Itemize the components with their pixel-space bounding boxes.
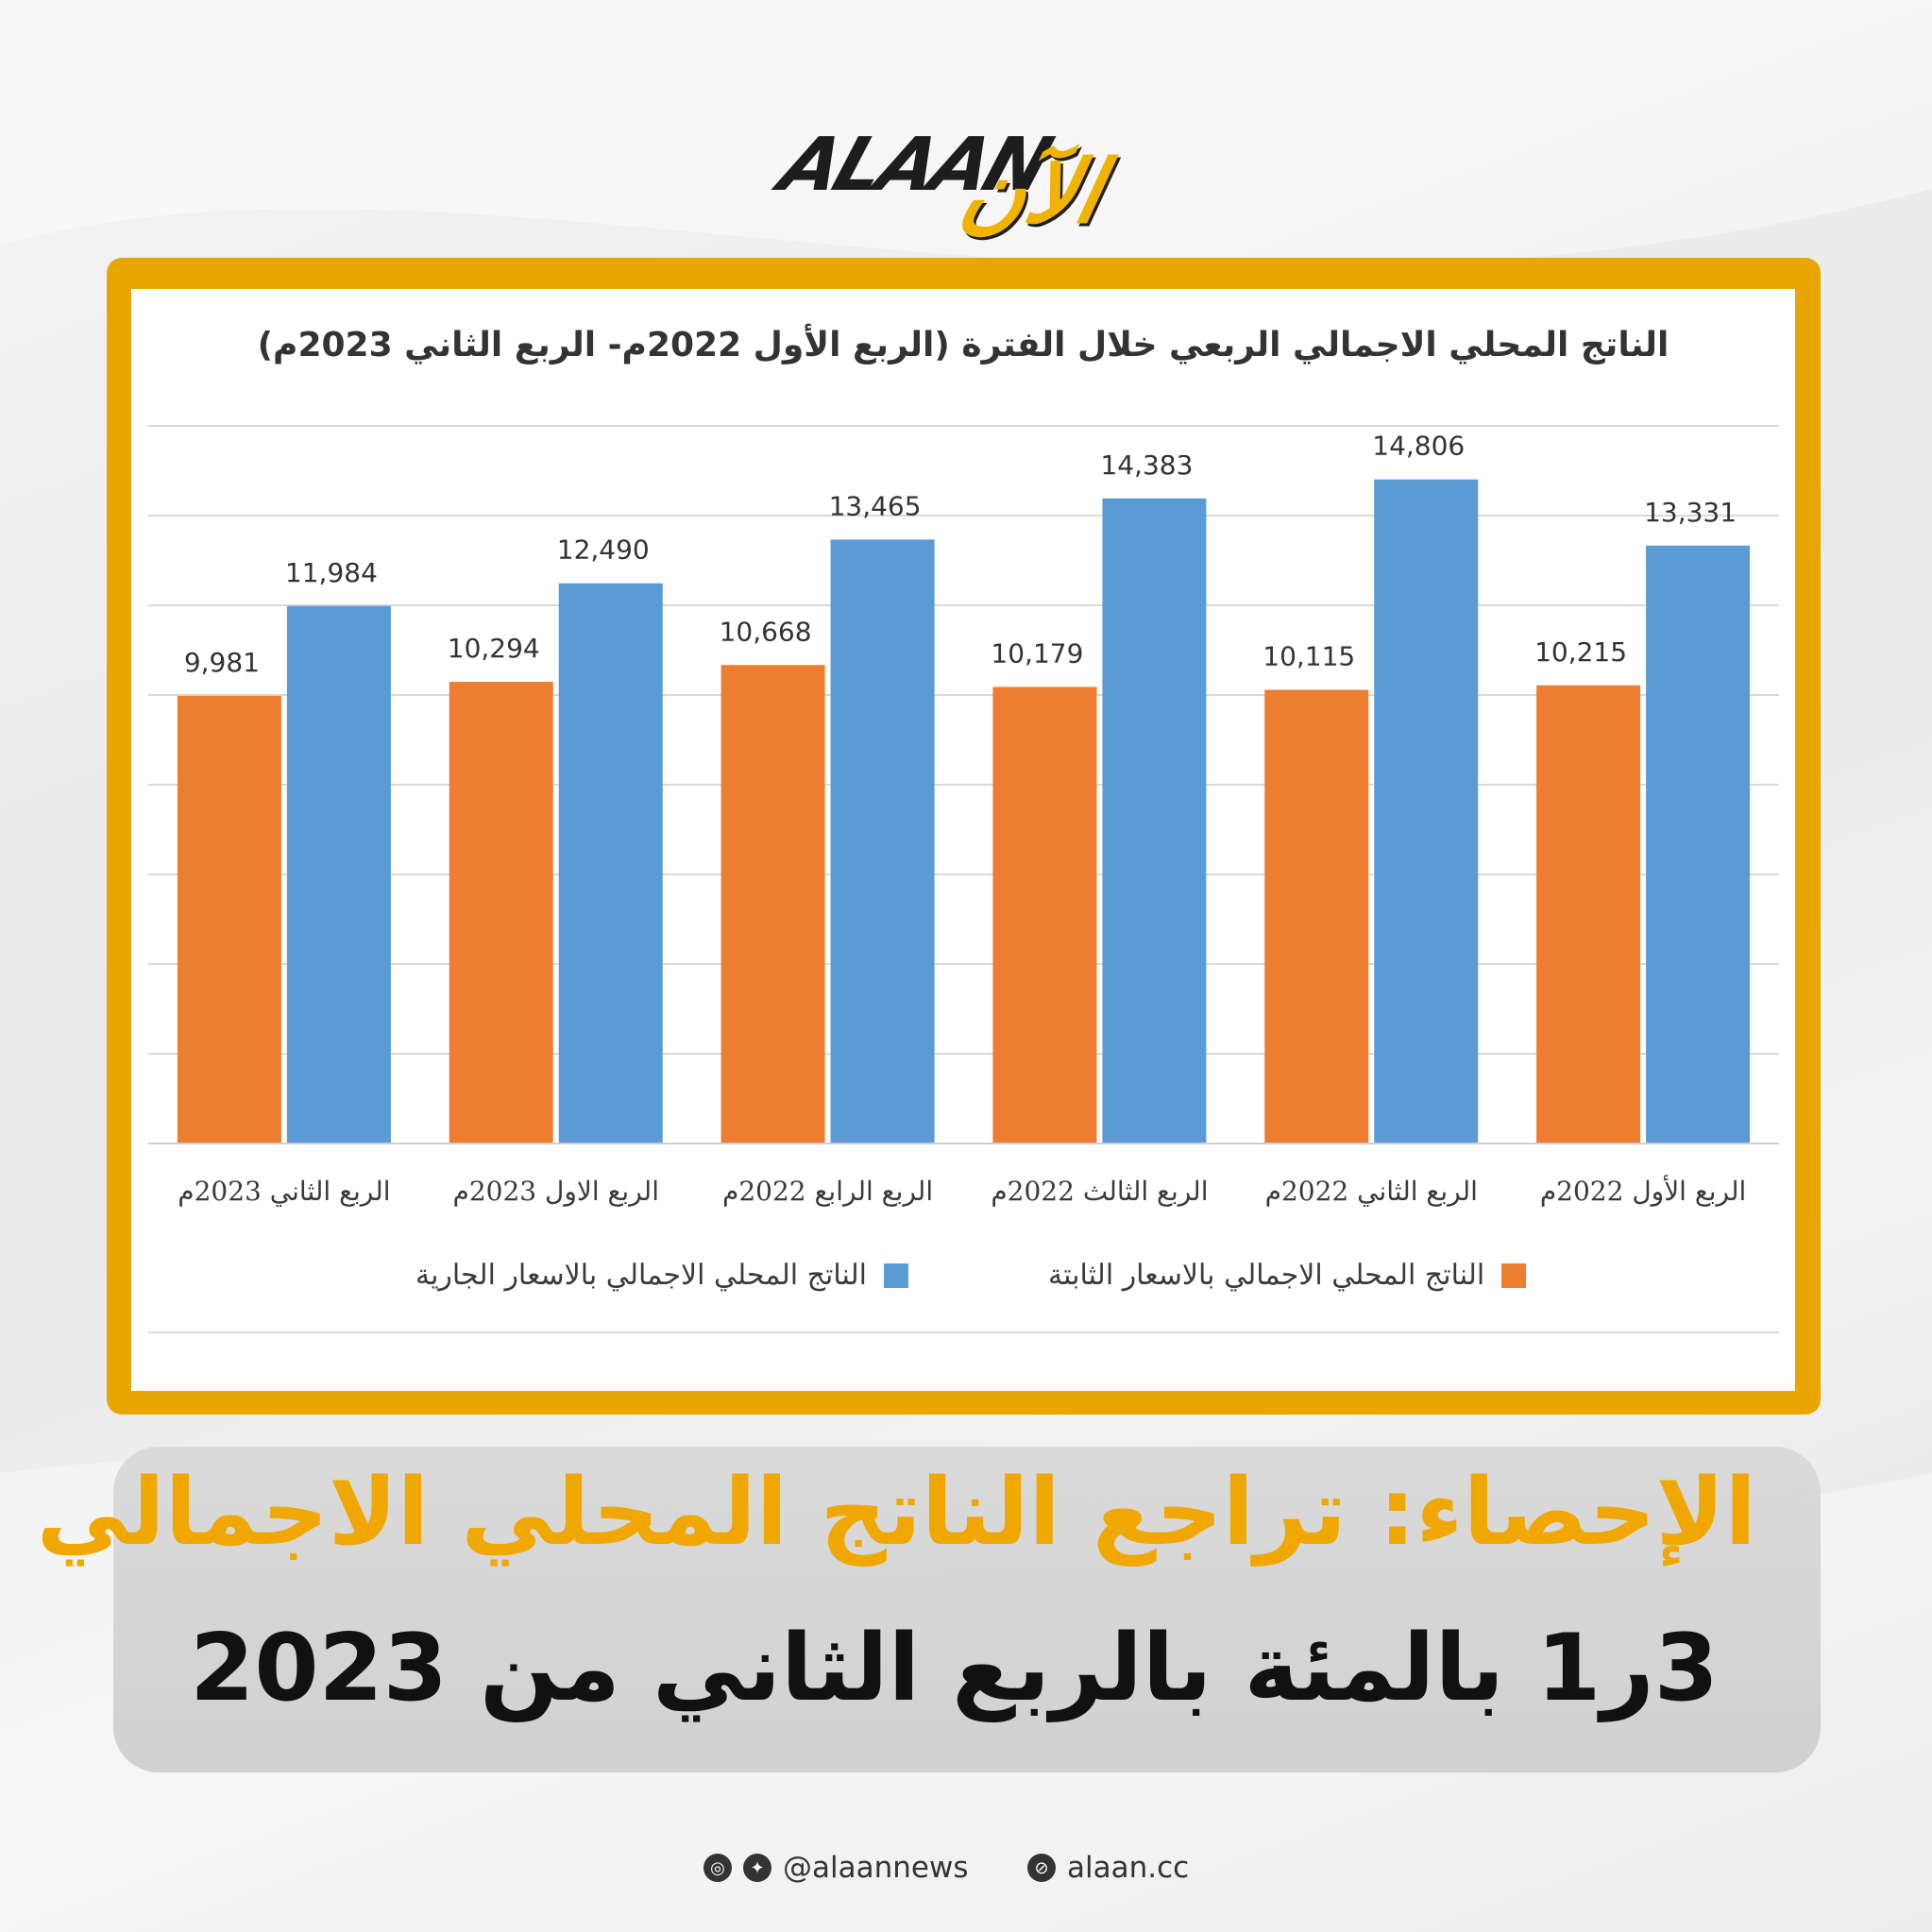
bar-constant (1536, 685, 1641, 1144)
data-label: 11,984 (285, 557, 378, 588)
twitter-icon: ✦ (743, 1854, 771, 1882)
bar-constant (1264, 689, 1369, 1144)
data-label: 10,115 (1263, 641, 1355, 672)
data-label: 12,490 (557, 534, 650, 566)
data-label: 9,981 (184, 647, 260, 678)
legend-item-current: الناتج المحلي الاجمالي بالاسعار الجارية (415, 1259, 909, 1292)
x-tick-label: الربع الثاني 2022م (1265, 1176, 1478, 1207)
x-tick-label: الربع الثالث 2022م (991, 1176, 1208, 1207)
bar-current (286, 605, 391, 1144)
data-label: 13,331 (1644, 497, 1737, 528)
headline-line-1: الإحصاء: تراجع الناتج المحلي الاجمالي (36, 1459, 1756, 1567)
website-text: alaan.cc (1067, 1851, 1190, 1885)
handle-text: @alaannews (783, 1851, 969, 1885)
data-label: 10,179 (991, 637, 1083, 669)
x-tick-label: الربع الاول 2023م (453, 1176, 659, 1207)
bar-constant (449, 682, 553, 1144)
data-label: 10,668 (720, 616, 812, 647)
bar-current (1102, 498, 1207, 1144)
headline-banner (113, 1447, 1821, 1772)
x-tick-label: الربع الأول 2022م (1540, 1175, 1746, 1207)
bar-constant (177, 695, 281, 1144)
alaan-logo: ALAAN الآن (770, 113, 1152, 243)
bar-current (830, 539, 935, 1144)
chart-title: الناتج المحلي الاجمالي الربعي خلال الفتر… (257, 326, 1669, 364)
x-tick-label: الربع الرابع 2022م (722, 1176, 933, 1207)
bar-current (1646, 545, 1751, 1144)
data-label: 14,806 (1372, 431, 1465, 462)
chart-panel (131, 289, 1795, 1391)
bar-current (558, 583, 663, 1144)
logo-arabic: الآن (952, 142, 1111, 243)
legend-swatch-constant (1501, 1263, 1527, 1288)
legend-item-constant: الناتج المحلي الاجمالي بالاسعار الثابتة (1048, 1259, 1527, 1292)
bar-current (1374, 479, 1479, 1144)
bar-chart: 10,215 13,331 الربع الأول 2022م 10,115 14,80… (148, 425, 1779, 1333)
data-label: 10,294 (448, 633, 540, 664)
headline-line-2: 3ر1 بالمئة بالربع الثاني من 2023 (190, 1615, 1719, 1722)
website-link[interactable]: ⊘ alaan.cc (1027, 1851, 1189, 1885)
legend-label-constant: الناتج المحلي الاجمالي بالاسعار الثابتة (1048, 1259, 1485, 1292)
bar-constant (992, 686, 1097, 1144)
data-label: 14,383 (1100, 449, 1193, 481)
legend-swatch-current (884, 1263, 909, 1288)
legend-label-current: الناتج المحلي الاجمالي بالاسعار الجارية (415, 1259, 868, 1292)
bar-constant (720, 665, 825, 1144)
link-icon: ⊘ (1027, 1854, 1056, 1882)
data-label: 13,465 (829, 490, 922, 521)
x-tick-label: الربع الثاني 2023م (178, 1176, 390, 1207)
data-label: 10,215 (1534, 636, 1627, 668)
instagram-icon: ◎ (703, 1854, 732, 1882)
social-handle[interactable]: ◎ ✦ @alaannews (703, 1851, 968, 1885)
